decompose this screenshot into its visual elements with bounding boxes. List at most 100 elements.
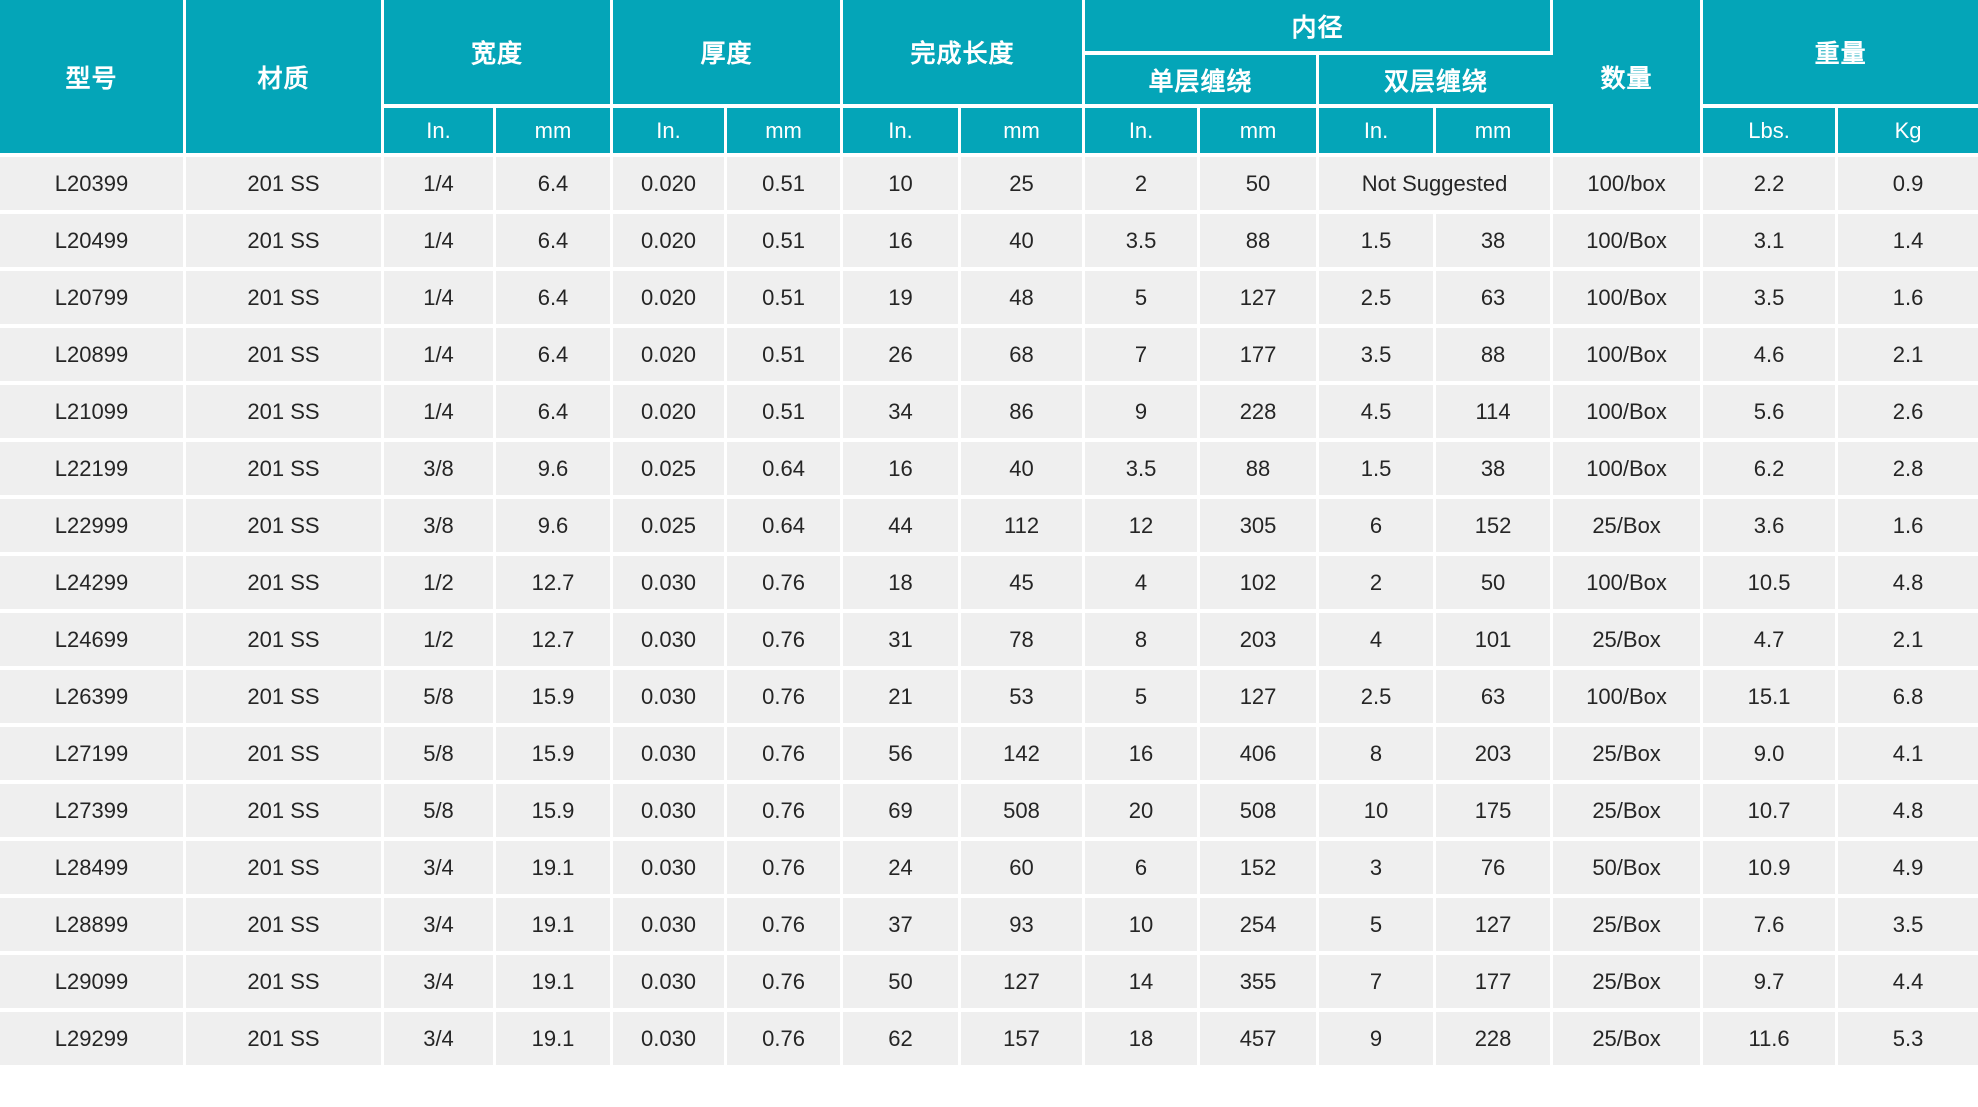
cell: 6.4: [496, 157, 614, 214]
cell: 0.76: [727, 613, 844, 670]
cell: Not Suggested: [1319, 157, 1554, 214]
cell: 100/Box: [1553, 214, 1704, 271]
cell: 157: [961, 1012, 1086, 1069]
cell: L28899: [0, 898, 186, 955]
col-header-width: 宽度: [384, 0, 614, 108]
table-row: L29299 201 SS 3/4 19.1 0.030 0.76 62 157 18 457 9 2…: [0, 1012, 1978, 1069]
cell: L24699: [0, 613, 186, 670]
cell: 1/2: [384, 613, 496, 670]
cell: 201 SS: [186, 1012, 384, 1069]
cell: 228: [1436, 1012, 1554, 1069]
cell: 0.030: [613, 784, 728, 841]
cell: 142: [961, 727, 1086, 784]
col-header-finished-length: 完成长度: [843, 0, 1086, 108]
cell: 201 SS: [186, 214, 384, 271]
unit-width-in: In.: [384, 108, 496, 157]
cell: 10.5: [1703, 556, 1839, 613]
cell: 2.1: [1838, 613, 1978, 670]
cell: 25/Box: [1553, 784, 1704, 841]
unit-length-in: In.: [843, 108, 962, 157]
table-body: L20399 201 SS 1/4 6.4 0.020 0.51 10 25 2 50 Not Su…: [0, 157, 1978, 1069]
cell: 38: [1436, 214, 1554, 271]
cell: 2: [1319, 556, 1437, 613]
cell: 3.6: [1703, 499, 1839, 556]
unit-double-mm: mm: [1436, 108, 1554, 157]
cell: L20499: [0, 214, 186, 271]
cell: 0.030: [613, 841, 728, 898]
cell: 201 SS: [186, 898, 384, 955]
cell: 201 SS: [186, 670, 384, 727]
cell: 355: [1200, 955, 1320, 1012]
cell: 21: [843, 670, 962, 727]
cell: 50: [843, 955, 962, 1012]
cell: 127: [1200, 670, 1320, 727]
cell: 2.2: [1703, 157, 1839, 214]
cell: 31: [843, 613, 962, 670]
cell: 0.51: [727, 328, 844, 385]
col-header-single-wrap: 单层缠绕: [1085, 55, 1320, 108]
cell: 76: [1436, 841, 1554, 898]
cell: 2: [1085, 157, 1201, 214]
cell: 4.5: [1319, 385, 1437, 442]
cell: 45: [961, 556, 1086, 613]
cell: 177: [1436, 955, 1554, 1012]
cell: 44: [843, 499, 962, 556]
cell: 100/Box: [1553, 271, 1704, 328]
cell: 9: [1085, 385, 1201, 442]
cell: 53: [961, 670, 1086, 727]
cell: 112: [961, 499, 1086, 556]
cell: L29099: [0, 955, 186, 1012]
cell: L22999: [0, 499, 186, 556]
cell: 0.020: [613, 157, 728, 214]
cell: 1/4: [384, 271, 496, 328]
cell: 201 SS: [186, 499, 384, 556]
cell: 201 SS: [186, 727, 384, 784]
cell: 0.51: [727, 271, 844, 328]
cell: 11.6: [1703, 1012, 1839, 1069]
cell: 48: [961, 271, 1086, 328]
cell: 3/4: [384, 1012, 496, 1069]
unit-single-in: In.: [1085, 108, 1201, 157]
cell: 63: [1436, 271, 1554, 328]
cell: 1.5: [1319, 214, 1437, 271]
table-row: L20499 201 SS 1/4 6.4 0.020 0.51 16 40 3.5 88 1.5 3…: [0, 214, 1978, 271]
cell: 5/8: [384, 784, 496, 841]
cell: 127: [1200, 271, 1320, 328]
cell: 62: [843, 1012, 962, 1069]
header-row-units: In. mm In. mm In. mm In. mm In. mm Lbs. …: [0, 108, 1978, 157]
cell: 34: [843, 385, 962, 442]
cell: 254: [1200, 898, 1320, 955]
cell: 1.6: [1838, 271, 1978, 328]
cell: 5.6: [1703, 385, 1839, 442]
cell: 201 SS: [186, 328, 384, 385]
cell: 20: [1085, 784, 1201, 841]
cell: 50: [1200, 157, 1320, 214]
cell: 1.4: [1838, 214, 1978, 271]
cell: L28499: [0, 841, 186, 898]
cell: 1/2: [384, 556, 496, 613]
cell: 9.6: [496, 499, 614, 556]
cell: 78: [961, 613, 1086, 670]
unit-weight-lbs: Lbs.: [1703, 108, 1839, 157]
cell: 3.5: [1085, 442, 1201, 499]
cell: 25: [961, 157, 1086, 214]
cell: 19.1: [496, 955, 614, 1012]
cell: 9.0: [1703, 727, 1839, 784]
cell: 508: [1200, 784, 1320, 841]
cell: 0.030: [613, 898, 728, 955]
cell: 69: [843, 784, 962, 841]
cell: 25/Box: [1553, 1012, 1704, 1069]
cell: 9.7: [1703, 955, 1839, 1012]
cell: 15.9: [496, 727, 614, 784]
unit-thickness-mm: mm: [727, 108, 844, 157]
cell: 127: [961, 955, 1086, 1012]
cell: 100/Box: [1553, 670, 1704, 727]
cell: 10: [1085, 898, 1201, 955]
cell: 4.7: [1703, 613, 1839, 670]
cell: 175: [1436, 784, 1554, 841]
cell: 8: [1085, 613, 1201, 670]
cell: 228: [1200, 385, 1320, 442]
cell: 86: [961, 385, 1086, 442]
cell: 1/4: [384, 385, 496, 442]
cell: 3.1: [1703, 214, 1839, 271]
